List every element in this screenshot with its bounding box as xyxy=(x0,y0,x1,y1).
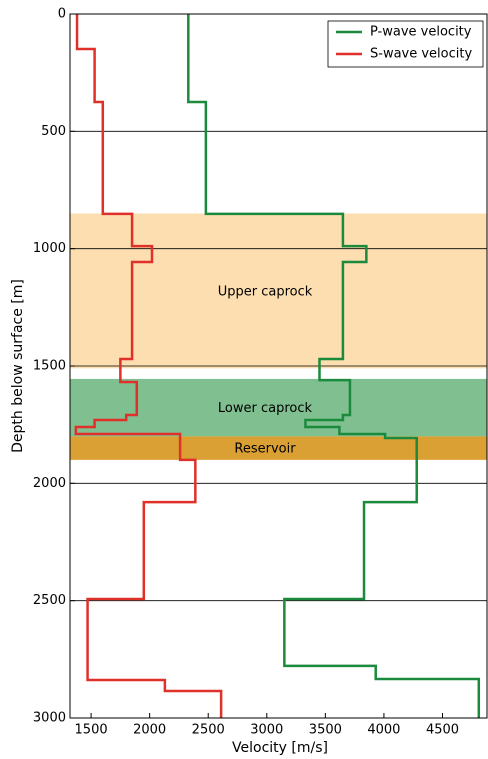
region-label: Upper caprock xyxy=(218,284,313,299)
x-tick-label: 1500 xyxy=(75,723,108,738)
legend: P-wave velocity S-wave velocity xyxy=(327,20,484,68)
region xyxy=(70,436,487,460)
velocity-line xyxy=(74,14,223,718)
x-tick-label: 4000 xyxy=(367,723,400,738)
x-tick-label: 2500 xyxy=(192,723,225,738)
x-axis-label: Velocity [m/s] xyxy=(232,740,328,756)
legend-box xyxy=(327,20,484,68)
x-tick-label: 4500 xyxy=(426,723,459,738)
velocity-line xyxy=(187,14,481,718)
legend-label: S-wave velocity xyxy=(370,47,472,62)
legend-label: P-wave velocity xyxy=(370,25,472,40)
region xyxy=(70,213,487,369)
y-tick-label: 1500 xyxy=(33,359,66,374)
y-tick-label: 0 xyxy=(58,7,66,22)
region-label: Lower caprock xyxy=(218,401,313,416)
x-tick-label: 3500 xyxy=(309,723,342,738)
y-axis-label: Depth below surface [m] xyxy=(10,279,26,453)
y-tick-label: 1000 xyxy=(33,241,66,256)
region-label: Reservoir xyxy=(234,442,296,457)
y-tick-label: 2000 xyxy=(33,476,66,491)
y-tick-label: 500 xyxy=(41,124,66,139)
x-tick-label: 3000 xyxy=(250,723,283,738)
y-tick-label: 2500 xyxy=(33,593,66,608)
axes-frame xyxy=(69,13,488,719)
x-tick-label: 2000 xyxy=(133,723,166,738)
region xyxy=(70,378,487,437)
y-tick-label: 3000 xyxy=(33,711,66,726)
